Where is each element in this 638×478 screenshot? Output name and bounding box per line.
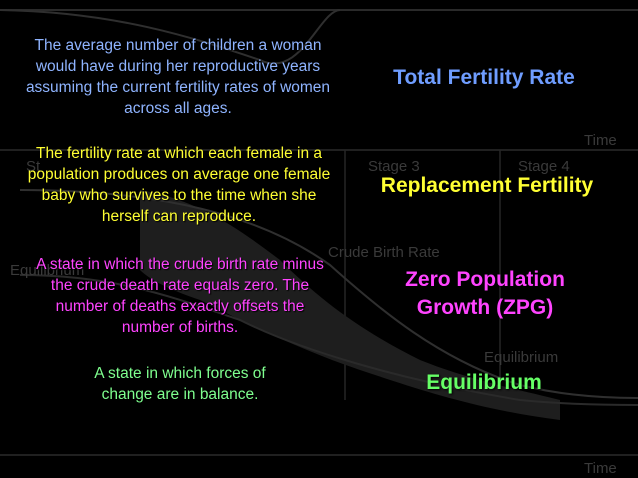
definition-equilibrium: A state in which forces of change are in… [94,365,266,403]
crude-birth-rate-line [19,189,638,399]
crude-death-rate-line [19,274,638,406]
definition-zero-population-growth: A state in which the crude birth rate mi… [36,256,324,336]
definition-total-fertility-rate: The average number of children a woman w… [25,37,331,117]
term-total-fertility-rate: Total Fertility Rate [393,66,575,89]
graph-curve-upper [0,9,341,65]
term-replacement-fertility: Replacement Fertility [380,174,594,197]
ghost-equilibrium-right: Equilibrium [484,349,559,366]
ghost-stage4-label: Stage 4 [518,158,570,175]
term-equilibrium: Equilibrium [426,371,542,394]
term-zero-population-growth: Zero Population Growth (ZPG) [405,268,565,319]
ghost-stage-label: St [26,158,41,175]
ghost-equilibrium-left: Equilibrium [10,262,85,279]
population-gap-area [140,190,560,420]
ghost-stage3-label: Stage 3 [368,158,420,175]
ghost-time-top: Time [584,132,617,149]
definition-replacement-fertility: The fertility rate at which each female … [27,145,331,225]
ghost-time-bottom: Time [584,460,617,477]
ghost-crude-birth-rate: Crude Birth Rate [328,244,440,261]
